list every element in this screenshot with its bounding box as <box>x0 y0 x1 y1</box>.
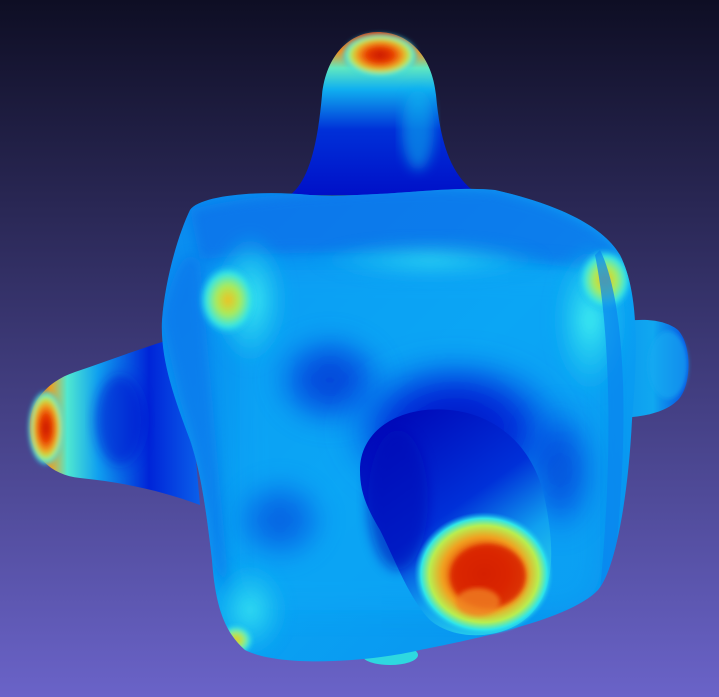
scene-canvas[interactable] <box>0 0 719 697</box>
3d-viewport[interactable] <box>0 0 719 697</box>
